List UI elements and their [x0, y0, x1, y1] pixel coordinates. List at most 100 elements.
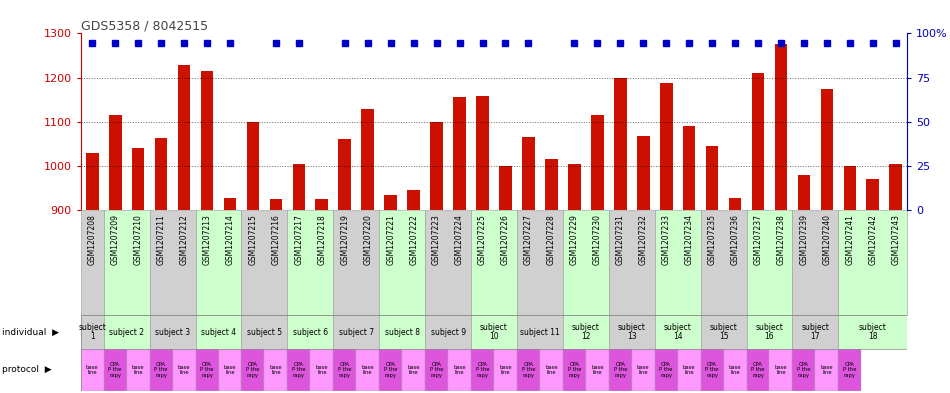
Text: GSM1207234: GSM1207234	[685, 214, 693, 265]
Bar	[155, 138, 167, 210]
Bar	[655, 210, 700, 315]
Text: GSM1207241: GSM1207241	[846, 214, 854, 265]
Bar	[751, 73, 765, 210]
Text: base
line: base line	[636, 365, 650, 375]
Bar	[838, 315, 907, 349]
Bar	[747, 349, 770, 391]
Text: subject 11: subject 11	[520, 328, 560, 337]
Bar	[264, 349, 287, 391]
Bar	[356, 349, 379, 391]
Bar	[241, 349, 264, 391]
Bar	[379, 349, 402, 391]
Text: base
line: base line	[408, 365, 420, 375]
Bar	[104, 315, 150, 349]
Text: subject 6: subject 6	[293, 328, 328, 337]
Text: CPA
P the
rapy: CPA P the rapy	[246, 362, 259, 378]
Text: subject 2: subject 2	[109, 328, 144, 337]
Bar	[517, 210, 562, 315]
Bar	[614, 77, 627, 210]
Bar	[700, 210, 747, 315]
Bar	[636, 136, 650, 210]
Text: GSM1207212: GSM1207212	[180, 214, 188, 265]
Bar	[287, 349, 311, 391]
Text: subject 9: subject 9	[430, 328, 466, 337]
Text: GSM1207218: GSM1207218	[317, 214, 326, 265]
Bar	[196, 315, 241, 349]
Text: CPA
P the
rapy: CPA P the rapy	[154, 362, 168, 378]
Text: base
line: base line	[683, 365, 695, 375]
Bar	[338, 140, 352, 210]
Text: subject 4: subject 4	[201, 328, 236, 337]
Text: base
line: base line	[178, 365, 190, 375]
Text: GSM1207208: GSM1207208	[87, 214, 97, 265]
Text: GSM1207221: GSM1207221	[387, 214, 395, 265]
Text: base
line: base line	[86, 365, 99, 375]
Text: GSM1207209: GSM1207209	[111, 214, 120, 265]
Bar	[287, 315, 333, 349]
Bar	[838, 349, 862, 391]
Text: GSM1207230: GSM1207230	[593, 214, 601, 265]
Text: base
line: base line	[591, 365, 603, 375]
Bar	[196, 210, 241, 315]
Bar	[821, 89, 833, 210]
Bar	[293, 164, 305, 210]
Text: subject
10: subject 10	[480, 323, 508, 342]
Bar	[86, 153, 99, 210]
Text: GSM1207225: GSM1207225	[478, 214, 487, 265]
Text: base
line: base line	[545, 365, 558, 375]
Text: subject 5: subject 5	[247, 328, 282, 337]
Bar	[247, 122, 259, 210]
Bar	[792, 210, 838, 315]
Bar	[568, 164, 580, 210]
Bar	[430, 122, 443, 210]
Text: subject
18: subject 18	[859, 323, 886, 342]
Bar	[700, 349, 724, 391]
Bar	[770, 349, 792, 391]
Bar	[591, 115, 603, 210]
Bar	[677, 349, 700, 391]
Bar	[609, 315, 655, 349]
Text: GSM1207213: GSM1207213	[202, 214, 212, 265]
Text: GSM1207242: GSM1207242	[868, 214, 877, 265]
Text: GSM1207220: GSM1207220	[363, 214, 372, 265]
Text: GSM1207228: GSM1207228	[547, 214, 556, 265]
Text: GSM1207235: GSM1207235	[708, 214, 716, 265]
Text: subject
12: subject 12	[572, 323, 599, 342]
Bar	[889, 164, 902, 210]
Text: CPA
P the
rapy: CPA P the rapy	[659, 362, 673, 378]
Bar	[150, 349, 173, 391]
Bar	[471, 210, 517, 315]
Bar	[218, 349, 241, 391]
Text: GSM1207233: GSM1207233	[662, 214, 671, 265]
Bar	[426, 315, 471, 349]
Bar	[522, 137, 535, 210]
Text: GSM1207214: GSM1207214	[225, 214, 235, 265]
Bar	[471, 315, 517, 349]
Bar	[150, 315, 196, 349]
Bar	[196, 349, 218, 391]
Text: GSM1207232: GSM1207232	[638, 214, 648, 265]
Text: CPA
P the
rapy: CPA P the rapy	[567, 362, 581, 378]
Bar	[270, 199, 282, 210]
Text: GSM1207238: GSM1207238	[776, 214, 786, 265]
Text: subject
13: subject 13	[618, 323, 646, 342]
Text: CPA
P the
rapy: CPA P the rapy	[797, 362, 810, 378]
Text: CPA
P the
rapy: CPA P the rapy	[843, 362, 857, 378]
Text: GSM1207227: GSM1207227	[524, 214, 533, 265]
Text: CPA
P the
rapy: CPA P the rapy	[292, 362, 306, 378]
Text: CPA
P the
rapy: CPA P the rapy	[429, 362, 444, 378]
Bar	[562, 349, 586, 391]
Bar	[81, 349, 104, 391]
Bar	[408, 190, 420, 210]
Bar	[660, 83, 673, 210]
Bar	[815, 349, 838, 391]
Text: base
line: base line	[132, 365, 144, 375]
Text: CPA
P the
rapy: CPA P the rapy	[751, 362, 765, 378]
Bar	[361, 108, 374, 210]
Text: GSM1207240: GSM1207240	[823, 214, 831, 265]
Text: base
line: base line	[270, 365, 282, 375]
Text: GSM1207243: GSM1207243	[891, 214, 901, 265]
Bar	[104, 210, 150, 315]
Text: base
line: base line	[821, 365, 833, 375]
Text: GDS5358 / 8042515: GDS5358 / 8042515	[81, 19, 208, 32]
